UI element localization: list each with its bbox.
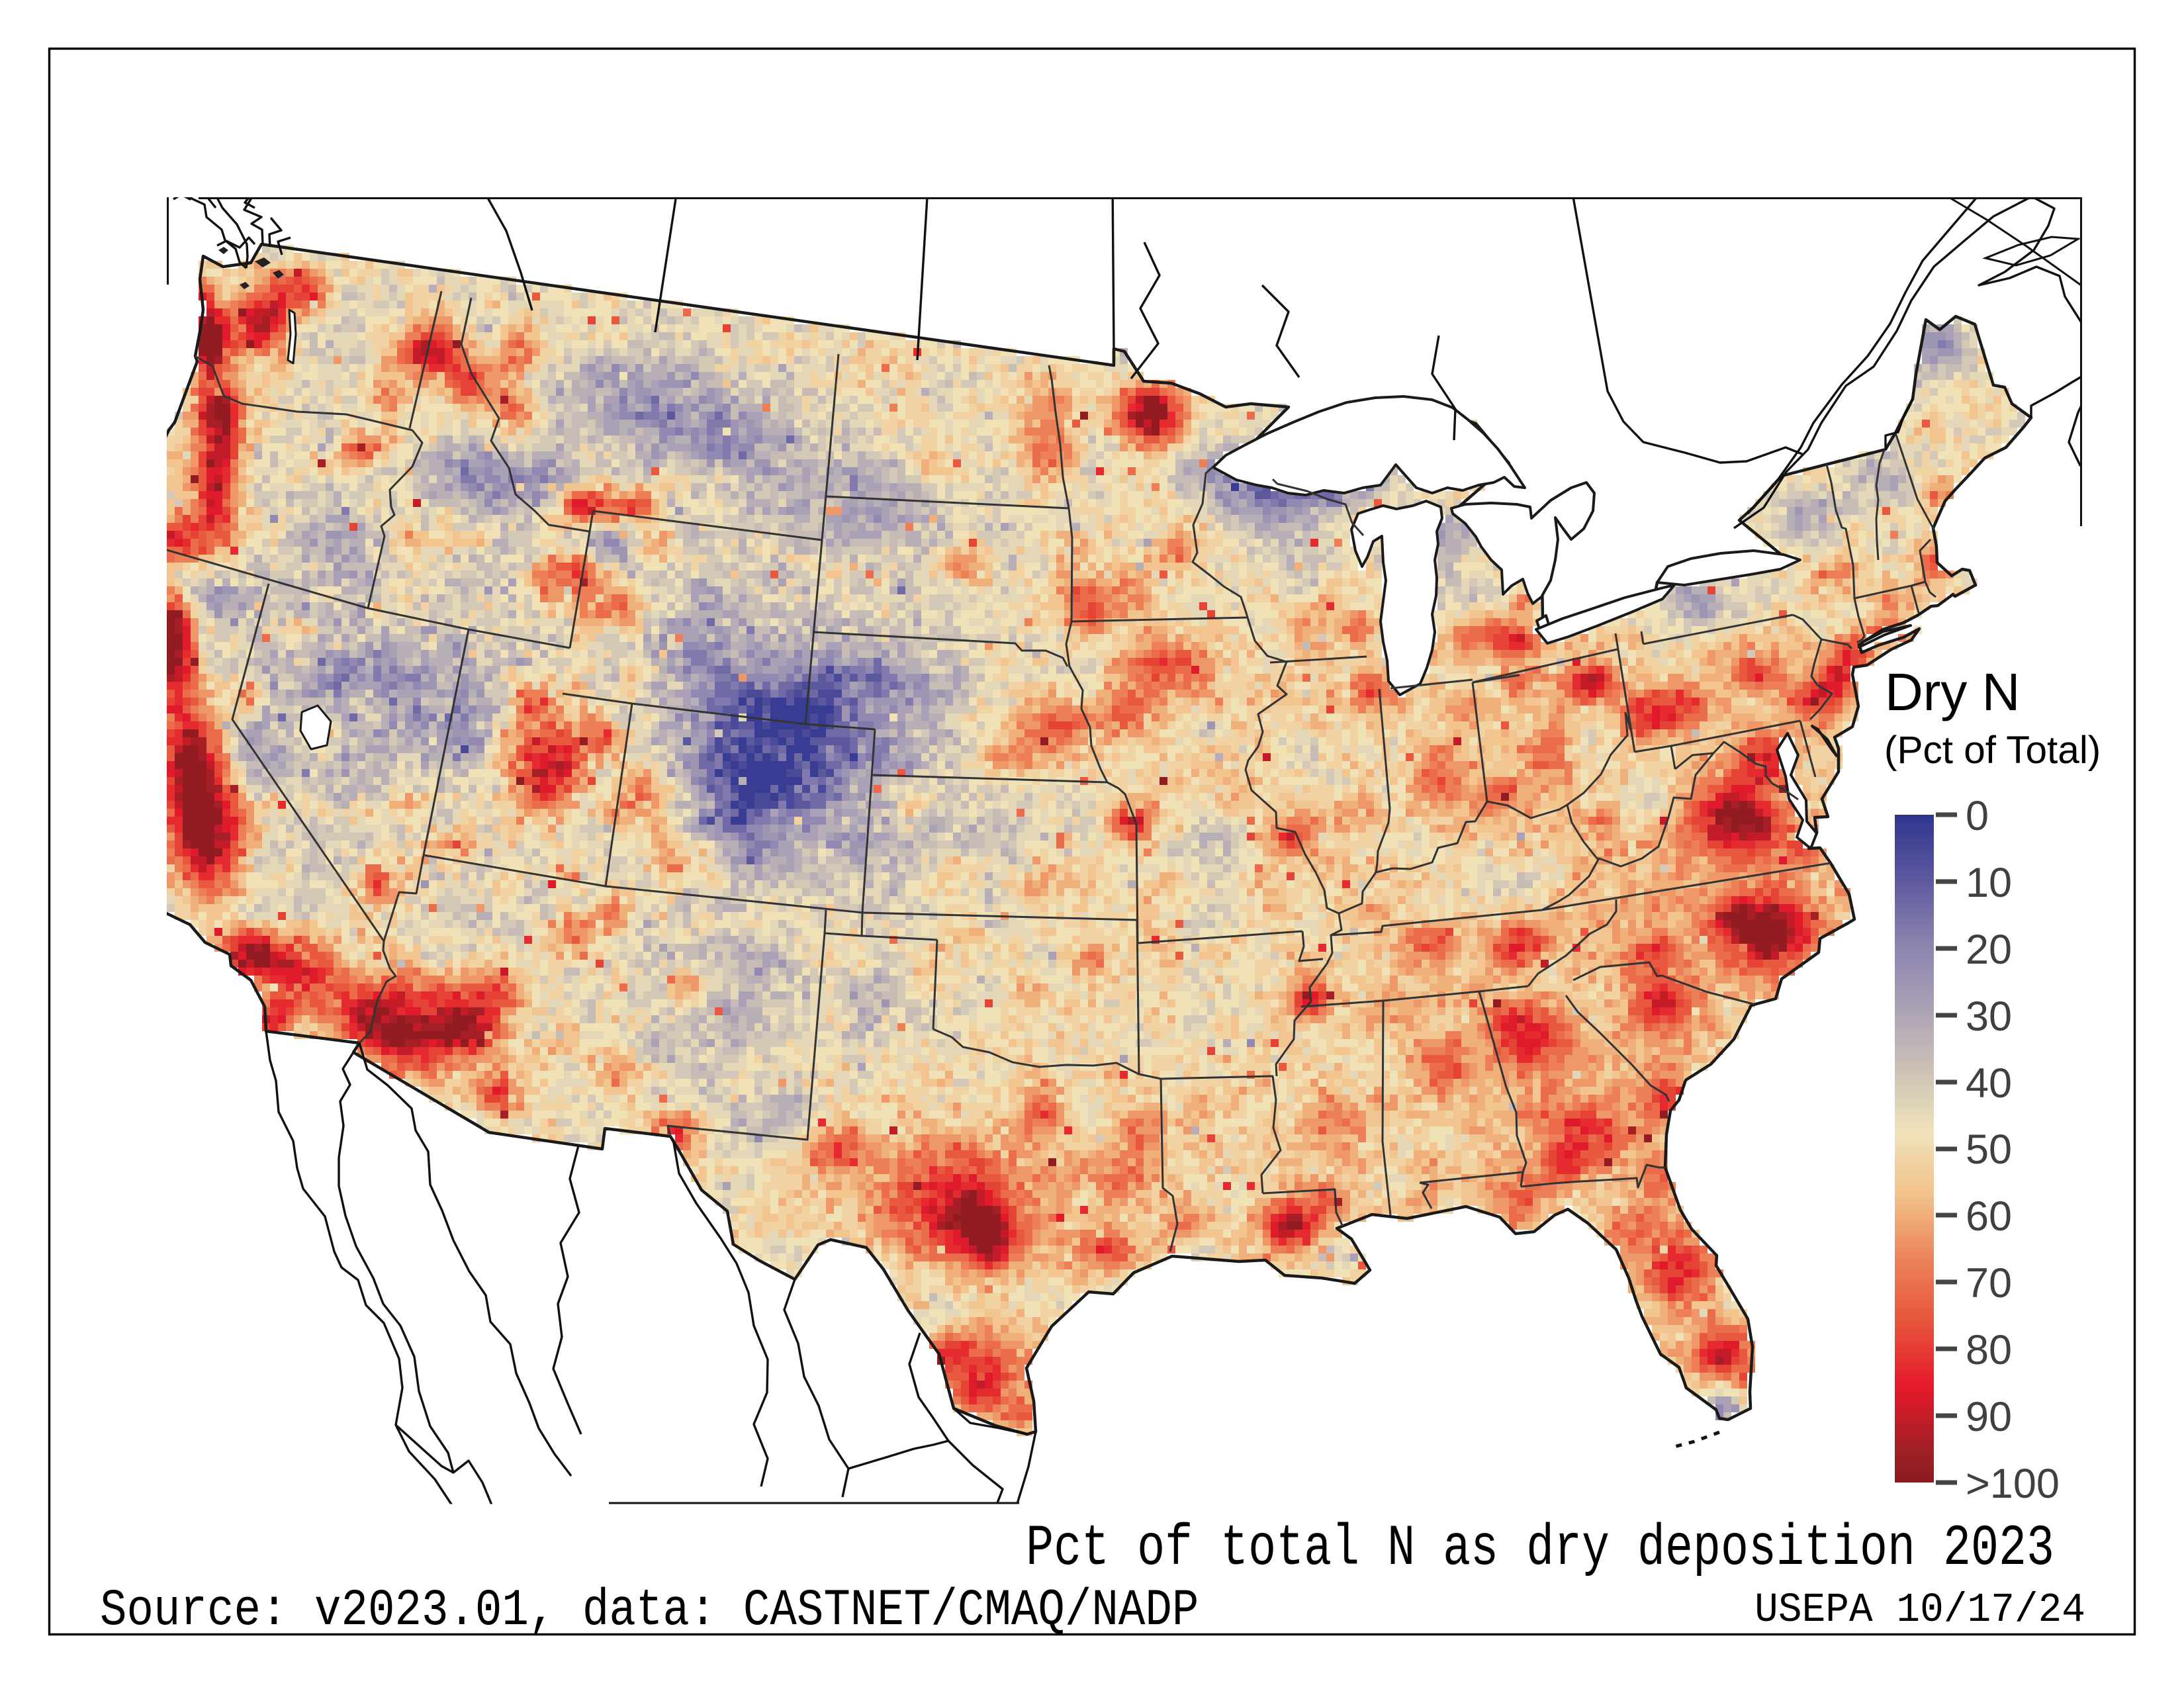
svg-text:20: 20 <box>1966 927 2012 973</box>
svg-text:(Pct of Total): (Pct of Total) <box>1884 729 2101 772</box>
svg-text:70: 70 <box>1966 1260 2012 1306</box>
svg-text:90: 90 <box>1966 1394 2012 1440</box>
svg-text:Source: v2023.01, data: CASTNE: Source: v2023.01, data: CASTNET/CMAQ/NAD… <box>100 1581 1199 1640</box>
svg-text:USEPA 10/17/24: USEPA 10/17/24 <box>1754 1587 2085 1634</box>
svg-text:80: 80 <box>1966 1327 2012 1373</box>
svg-text:50: 50 <box>1966 1126 2012 1173</box>
svg-text:30: 30 <box>1966 993 2012 1040</box>
svg-text:10: 10 <box>1966 860 2012 906</box>
svg-text:40: 40 <box>1966 1060 2012 1107</box>
svg-text:Dry N: Dry N <box>1885 663 2020 721</box>
svg-text:Pct of total N as dry depositi: Pct of total N as dry deposition 2023 <box>1026 1516 2054 1581</box>
svg-text:0: 0 <box>1966 793 1989 839</box>
svg-text:60: 60 <box>1966 1193 2012 1240</box>
svg-text:>100: >100 <box>1966 1461 2060 1507</box>
